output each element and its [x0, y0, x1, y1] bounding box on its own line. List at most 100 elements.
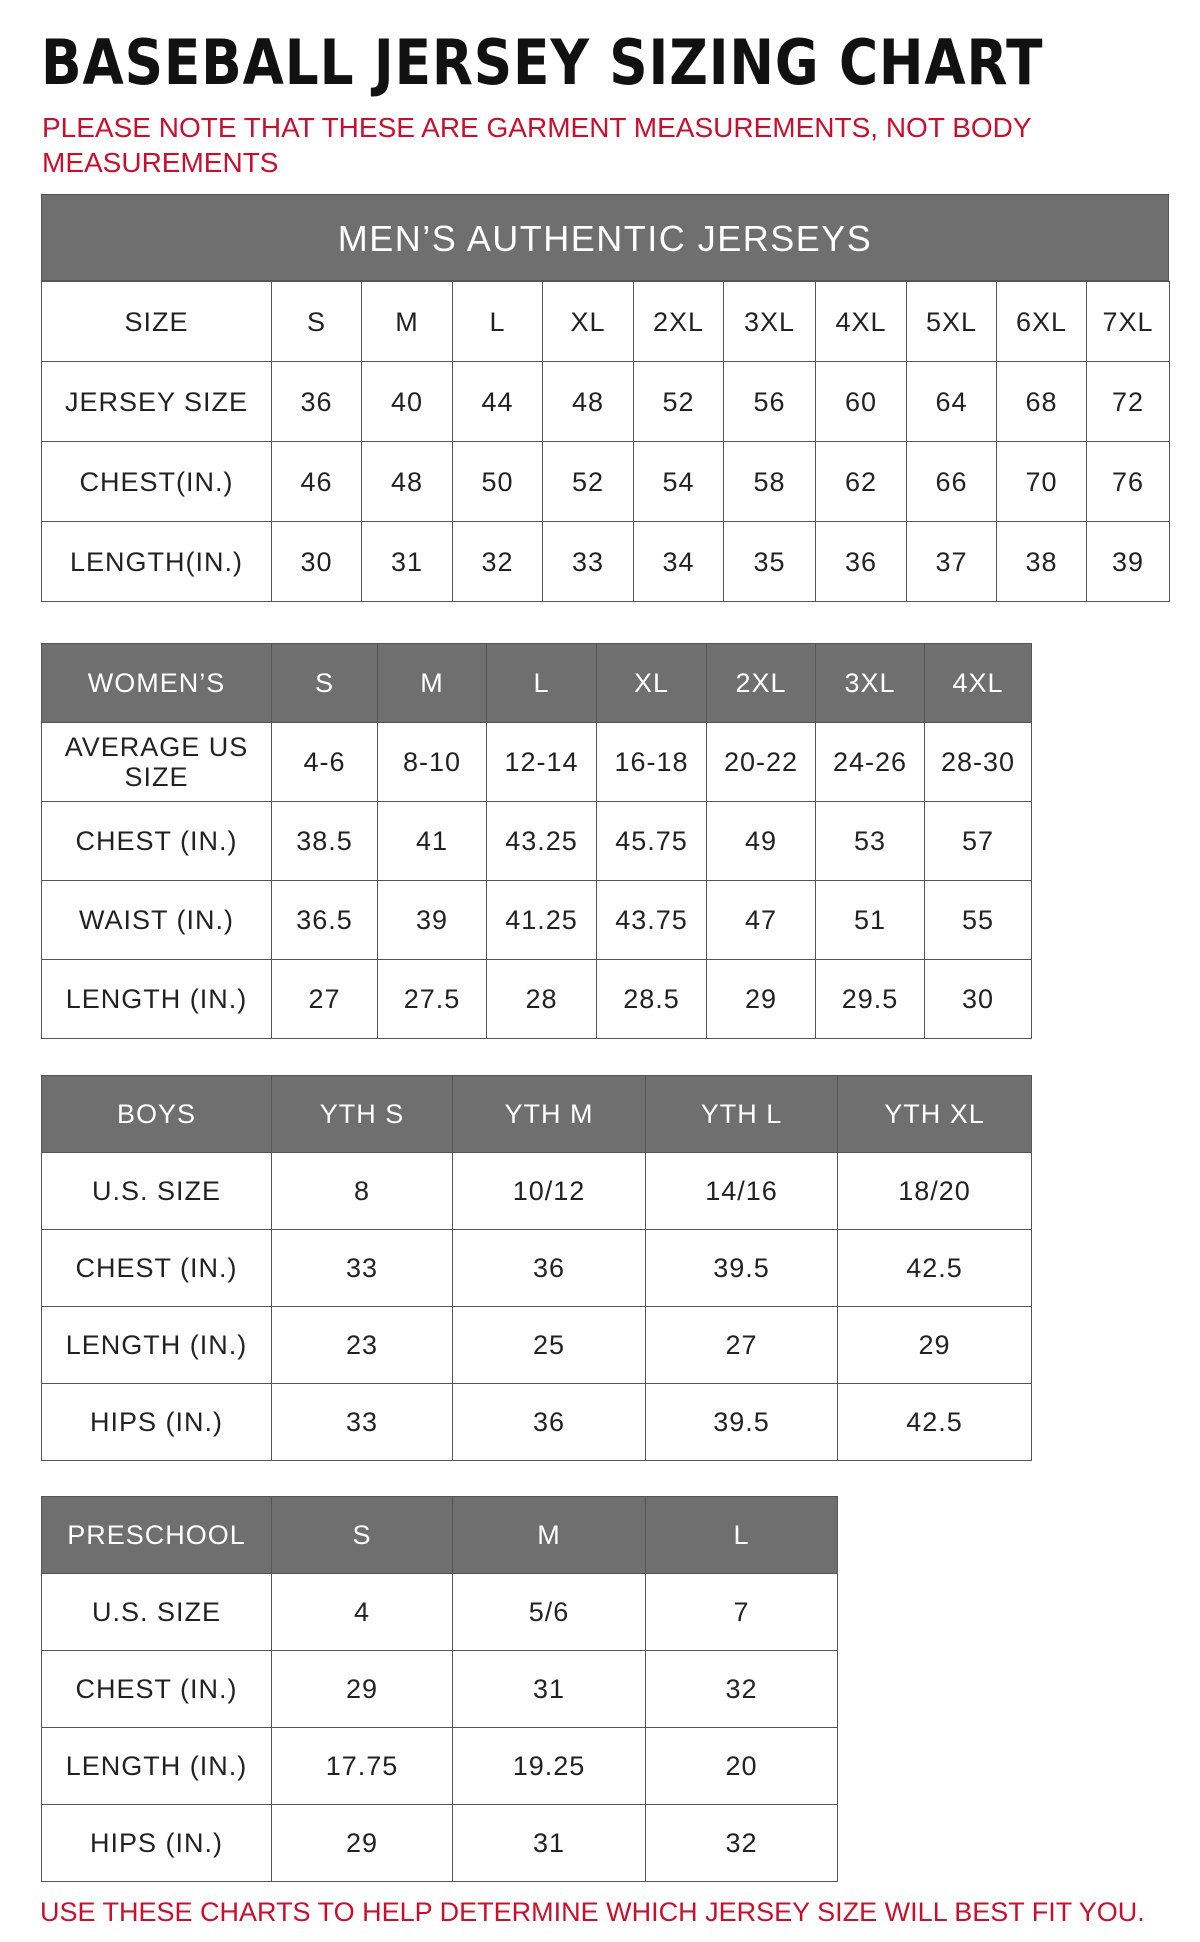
cell: 48	[542, 361, 634, 442]
column-header: 2XL	[706, 643, 816, 723]
row-label: LENGTH (IN.)	[41, 959, 272, 1039]
cell: 8	[271, 1152, 453, 1230]
table-row: U.S. SIZE 4 5/6 7	[41, 1573, 838, 1651]
row-label: HIPS (IN.)	[41, 1383, 272, 1461]
cell: 33	[542, 521, 634, 602]
cell: 32	[452, 521, 543, 602]
column-header: XL	[596, 643, 707, 723]
cell: 68	[996, 361, 1087, 442]
cell: 58	[723, 441, 816, 522]
column-header: 6XL	[996, 281, 1087, 362]
cell: 4-6	[271, 722, 378, 802]
cell: 7	[645, 1573, 838, 1651]
row-label: U.S. SIZE	[41, 1152, 272, 1230]
footer: USE THESE CHARTS TO HELP DETERMINE WHICH…	[40, 1897, 1145, 1927]
cell: 39	[377, 880, 487, 960]
row-label: WAIST (IN.)	[41, 880, 272, 960]
cell: 38.5	[271, 801, 378, 881]
column-header: 7XL	[1086, 281, 1170, 362]
cell: 42.5	[837, 1229, 1032, 1307]
cell: 43.25	[486, 801, 597, 881]
cell: 41.25	[486, 880, 597, 960]
cell: 52	[542, 441, 634, 522]
note: PLEASE NOTE THAT THESE ARE GARMENT MEASU…	[42, 112, 1032, 178]
column-header: 4XL	[924, 643, 1032, 723]
cell: 28.5	[596, 959, 707, 1039]
cell: 44	[452, 361, 543, 442]
row-label: LENGTH (IN.)	[41, 1306, 272, 1384]
table-row: AVERAGE US SIZE 4-6 8-10 12-14 16-18 20-22 24-…	[41, 722, 1032, 802]
table-row: WAIST (IN.) 36.5 39 41.25 43.75 47 51 55	[41, 880, 1032, 960]
table-row: CHEST (IN.) 38.5 41 43.25 45.75 49 53 57	[41, 801, 1032, 881]
row-label: CHEST(IN.)	[41, 441, 272, 522]
cell: 39.5	[645, 1229, 838, 1307]
row-label: SIZE	[41, 281, 272, 362]
size-table: BOYS YTH S YTH M YTH L YTH XL U.S. SIZE 8 10/12…	[41, 1075, 1032, 1461]
column-header: M	[361, 281, 453, 362]
cell: 72	[1086, 361, 1170, 442]
cell: 52	[633, 361, 724, 442]
cell: 64	[906, 361, 997, 442]
cell: 32	[645, 1804, 838, 1882]
column-header: S	[271, 281, 362, 362]
cell: 36.5	[271, 880, 378, 960]
header-row: SIZE S M L XL 2XL 3XL 4XL 5XL 6XL 7XL	[41, 281, 1170, 362]
cell: 30	[924, 959, 1032, 1039]
cell: 29	[271, 1650, 453, 1728]
cell: 8-10	[377, 722, 487, 802]
cell: 43.75	[596, 880, 707, 960]
cell: 56	[723, 361, 816, 442]
cell: 20	[645, 1727, 838, 1805]
cell: 31	[361, 521, 453, 602]
cell: 36	[452, 1229, 646, 1307]
table-row: HIPS (IN.) 29 31 32	[41, 1804, 838, 1882]
cell: 27	[271, 959, 378, 1039]
table-row: HIPS (IN.) 33 36 39.5 42.5	[41, 1383, 1032, 1461]
row-label: LENGTH (IN.)	[41, 1727, 272, 1805]
cell: 28-30	[924, 722, 1032, 802]
cell: 76	[1086, 441, 1170, 522]
column-header: M	[377, 643, 487, 723]
table-title: MEN’S AUTHENTIC JERSEYS	[41, 194, 1169, 281]
column-header: S	[271, 643, 378, 723]
size-table: WOMEN’S S M L XL 2XL 3XL 4XL AVERAGE US SIZE 4-6 8…	[41, 643, 1032, 1039]
cell: 38	[996, 521, 1087, 602]
cell: 30	[271, 521, 362, 602]
cell: 70	[996, 441, 1087, 522]
size-table: SIZE S M L XL 2XL 3XL 4XL 5XL 6XL 7XL JERSEY SIZE 36…	[41, 281, 1170, 602]
size-table: PRESCHOOL S M L U.S. SIZE 4 5/6 7 CHEST (IN.) 29 3…	[41, 1496, 838, 1882]
cell: 39	[1086, 521, 1170, 602]
column-header: L	[645, 1496, 838, 1574]
table-row: JERSEY SIZE 36 40 44 48 52 56 60 64 68 72	[41, 361, 1170, 442]
cell: 55	[924, 880, 1032, 960]
table-row: LENGTH (IN.) 27 27.5 28 28.5 29 29.5 30	[41, 959, 1032, 1039]
page-title: BASEBALL JERSEY SIZING CHART	[41, 26, 1044, 99]
cell: 46	[271, 441, 362, 522]
row-label: BOYS	[41, 1075, 272, 1153]
row-label: PRESCHOOL	[41, 1496, 272, 1574]
column-header: YTH L	[645, 1075, 838, 1153]
header-row: WOMEN’S S M L XL 2XL 3XL 4XL	[41, 643, 1032, 723]
cell: 60	[815, 361, 907, 442]
table-row: CHEST (IN.) 29 31 32	[41, 1650, 838, 1728]
cell: 27.5	[377, 959, 487, 1039]
row-label: U.S. SIZE	[41, 1573, 272, 1651]
column-header: S	[271, 1496, 453, 1574]
cell: 12-14	[486, 722, 597, 802]
row-label: CHEST (IN.)	[41, 1229, 272, 1307]
table-row: CHEST(IN.) 46 48 50 52 54 58 62 66 70 76	[41, 441, 1170, 522]
column-header: 5XL	[906, 281, 997, 362]
cell: 36	[271, 361, 362, 442]
column-header: YTH S	[271, 1075, 453, 1153]
cell: 29.5	[815, 959, 925, 1039]
cell: 17.75	[271, 1727, 453, 1805]
cell: 37	[906, 521, 997, 602]
header-row: PRESCHOOL S M L	[41, 1496, 838, 1574]
row-label: LENGTH(IN.)	[41, 521, 272, 602]
cell: 36	[815, 521, 907, 602]
cell: 28	[486, 959, 597, 1039]
table-row: LENGTH (IN.) 17.75 19.25 20	[41, 1727, 838, 1805]
column-header: 3XL	[723, 281, 816, 362]
cell: 33	[271, 1383, 453, 1461]
cell: 31	[452, 1650, 646, 1728]
